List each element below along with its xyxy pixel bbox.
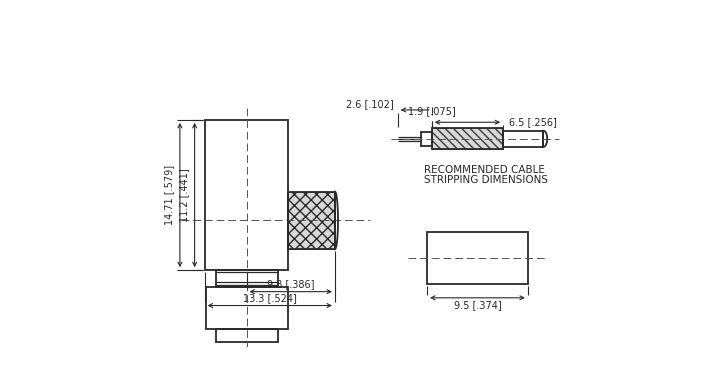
Text: 2.6 [.102]: 2.6 [.102] [346, 99, 394, 110]
Bar [421, 132, 432, 146]
Bar [289, 191, 335, 249]
Bar [206, 287, 287, 330]
Bar [427, 232, 528, 284]
Bar [503, 131, 544, 147]
Text: 6.5 [.256]: 6.5 [.256] [509, 117, 557, 127]
Text: RECOMMENDED CABLE: RECOMMENDED CABLE [424, 165, 545, 175]
Bar [204, 120, 289, 270]
Text: 1.9 [.075]: 1.9 [.075] [408, 106, 456, 116]
Text: 11.2 [.441]: 11.2 [.441] [179, 168, 189, 222]
Bar [215, 270, 277, 287]
Text: STRIPPING DIMENSIONS: STRIPPING DIMENSIONS [424, 176, 548, 185]
Bar [432, 128, 503, 149]
Bar [432, 128, 503, 149]
Bar [215, 330, 277, 342]
Text: 9.5 [.374]: 9.5 [.374] [454, 300, 501, 310]
Text: 9.8 [.386]: 9.8 [.386] [267, 279, 315, 289]
Text: 14.71 [.579]: 14.71 [.579] [164, 165, 174, 225]
Bar [289, 191, 335, 249]
Text: 13.3 [.524]: 13.3 [.524] [243, 293, 297, 303]
